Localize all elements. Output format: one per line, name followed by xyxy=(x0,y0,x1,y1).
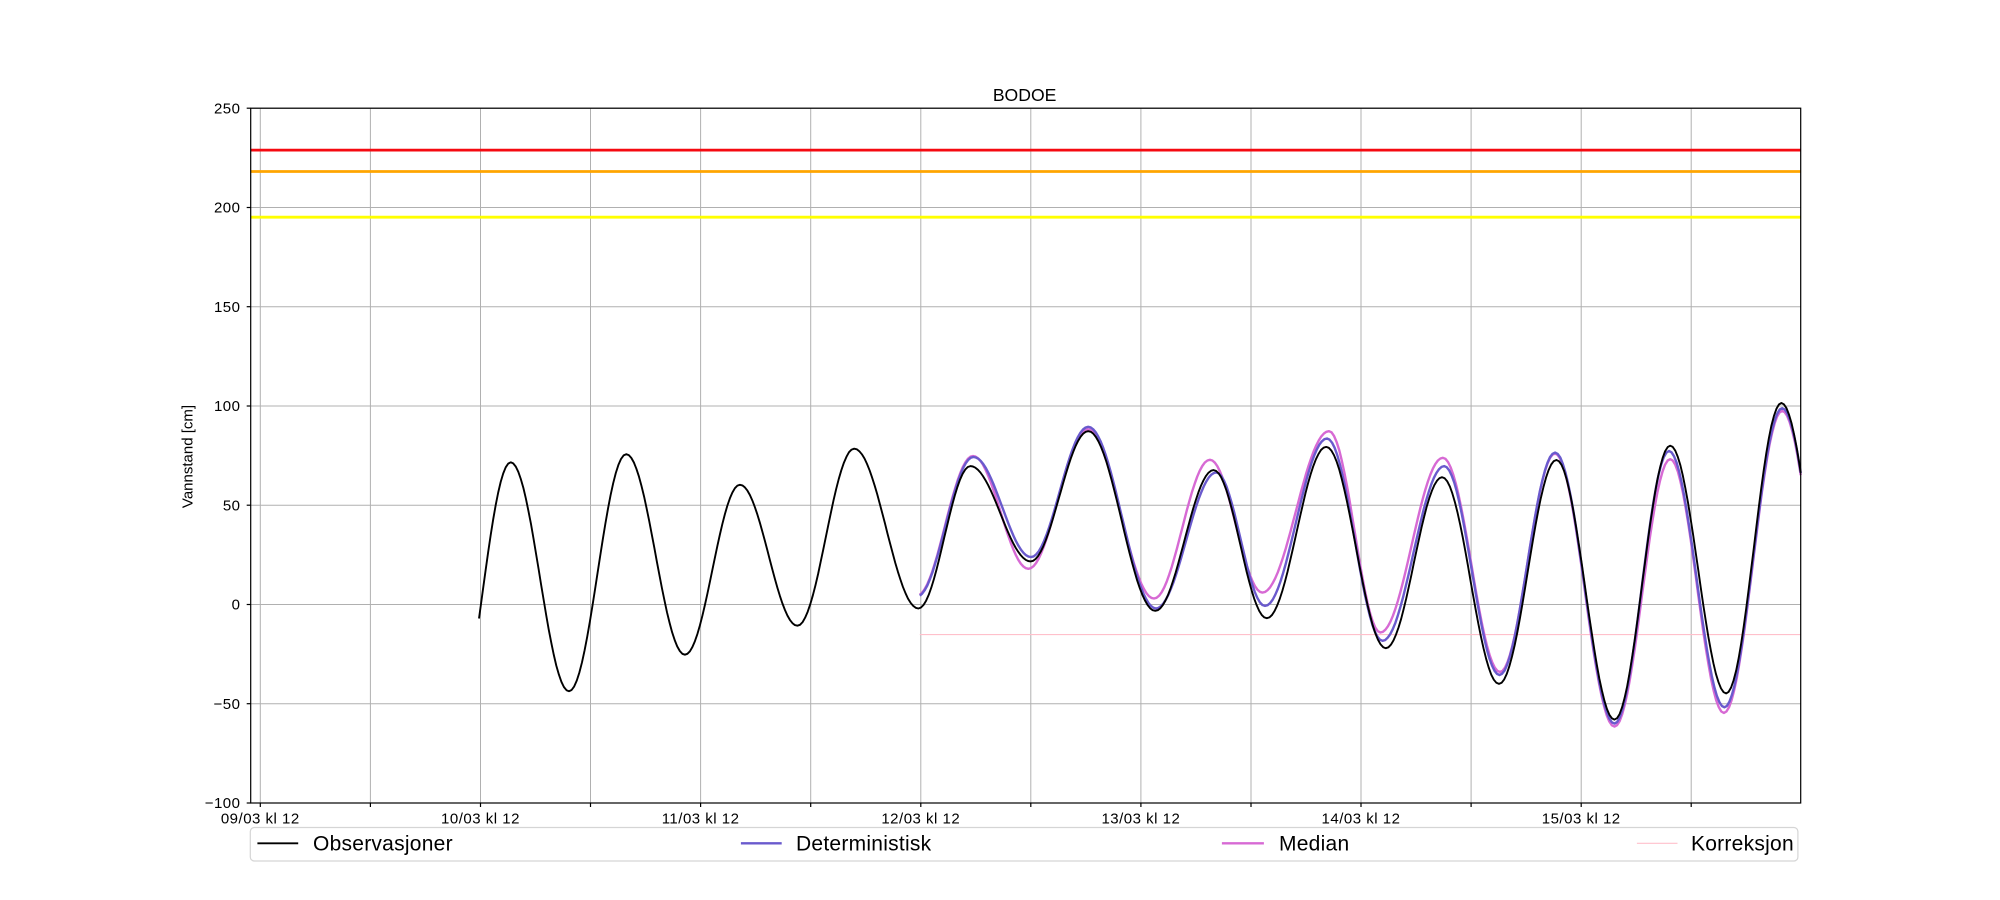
svg-text:13/03 kl 12: 13/03 kl 12 xyxy=(1101,810,1180,827)
svg-text:Korreksjon: Korreksjon xyxy=(1691,832,1794,855)
svg-text:−50: −50 xyxy=(214,696,241,713)
svg-text:12/03 kl 12: 12/03 kl 12 xyxy=(881,810,960,827)
svg-text:Deterministisk: Deterministisk xyxy=(796,832,932,855)
svg-text:14/03 kl 12: 14/03 kl 12 xyxy=(1322,810,1401,827)
svg-text:Observasjoner: Observasjoner xyxy=(313,832,453,855)
svg-text:Median: Median xyxy=(1279,832,1349,855)
svg-text:Vannstand [cm]: Vannstand [cm] xyxy=(179,405,196,508)
svg-text:11/03 kl 12: 11/03 kl 12 xyxy=(662,810,740,827)
svg-text:200: 200 xyxy=(214,200,241,217)
svg-text:−100: −100 xyxy=(205,795,241,812)
svg-text:0: 0 xyxy=(232,597,241,614)
svg-text:50: 50 xyxy=(223,497,241,514)
svg-text:10/03 kl 12: 10/03 kl 12 xyxy=(441,810,520,827)
svg-text:09/03 kl 12: 09/03 kl 12 xyxy=(221,810,300,827)
svg-text:250: 250 xyxy=(214,100,241,117)
svg-text:15/03 kl 12: 15/03 kl 12 xyxy=(1542,810,1621,827)
svg-text:BODOE: BODOE xyxy=(993,85,1057,105)
svg-text:100: 100 xyxy=(214,398,241,415)
svg-text:150: 150 xyxy=(214,299,241,316)
